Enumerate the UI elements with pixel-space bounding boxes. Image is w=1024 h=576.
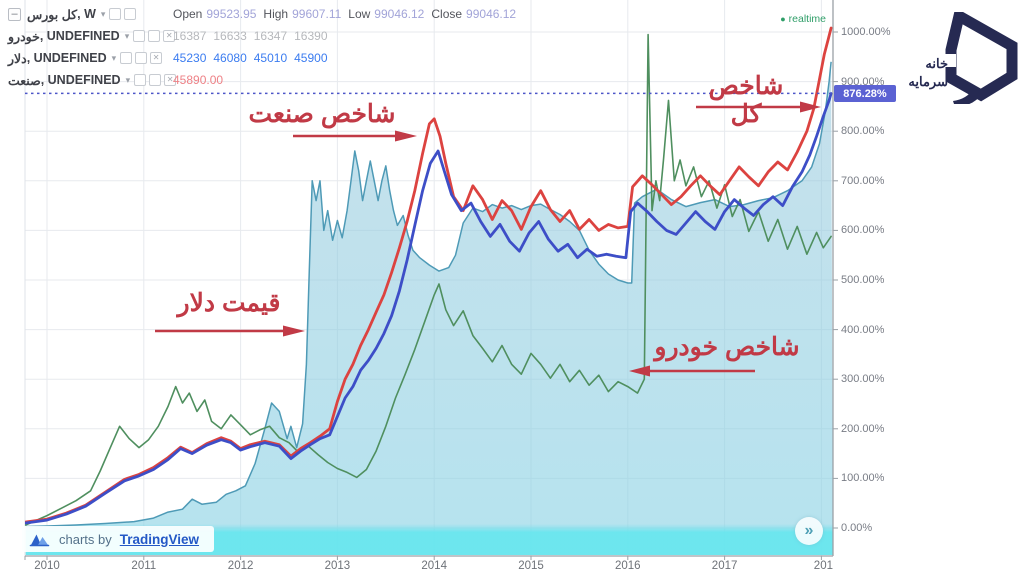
ohlc-label: Open [173, 7, 203, 21]
annotation-sanat-index: شاخص صنعت [248, 100, 396, 128]
realtime-dot-icon: ● [780, 14, 786, 24]
khane-sarmaye-logo-text: خانه سرمایه [878, 55, 948, 90]
series-option-icon-1[interactable] [134, 74, 147, 86]
series-values: 16387 16633 16347 16390 [173, 29, 328, 43]
series-value: 99607.11 [292, 7, 342, 21]
annotation-arrows [155, 101, 821, 377]
tradingview-attribution: charts by TradingView [22, 526, 214, 552]
y-axis-label: 400.00% [841, 323, 885, 336]
chevrons-right-icon: » [804, 522, 814, 539]
series-option-icon-2[interactable] [148, 30, 161, 42]
y-axis-label: 200.00% [841, 422, 885, 435]
series-value: 45890.00 [173, 73, 224, 87]
khodro-line [25, 33, 832, 526]
series-value: 45900 [294, 51, 328, 65]
series-value: 45010 [253, 51, 288, 65]
y-axis-label: 500.00% [841, 274, 885, 286]
x-axis-label: 2012 [227, 560, 254, 572]
annotation-khodro-index: شاخص خودرو [654, 333, 800, 361]
chevron-down-icon[interactable]: ▾ [124, 30, 130, 41]
annotation-dollar-price: قیمت دلار [177, 289, 281, 317]
remove-series-icon[interactable]: ✕ [164, 74, 177, 86]
y-axis-label: 800.00% [841, 125, 885, 138]
x-axis-label: 2011 [131, 560, 157, 572]
series-name-kol-bourse[interactable]: کل بورس [27, 7, 78, 22]
series-value: 46080 [213, 51, 247, 65]
legend-row-dollar: دلار, UNDEFINED ▾ ✕ 45230 46080 45010 45900 [8, 50, 328, 66]
x-axis-label: 2010 [34, 560, 60, 572]
series-suffix: , UNDEFINED [40, 73, 121, 87]
y-axis-label: 900.00% [841, 75, 885, 88]
x-axis-label: 2014 [421, 560, 447, 572]
series-suffix: , W [77, 7, 96, 21]
chevron-down-icon[interactable]: ▾ [125, 74, 131, 85]
series-option-icon-1[interactable] [133, 30, 146, 42]
chevron-down-icon[interactable]: ▾ [111, 52, 117, 63]
series-value: 99523.95 [206, 7, 257, 21]
x-axis-label: 2017 [711, 560, 738, 572]
series-option-icon-1[interactable] [120, 52, 133, 64]
legend-row-khodro: خودرو, UNDEFINED ▾ ✕ 16387 16633 16347 16390 [8, 28, 328, 44]
data-series [25, 26, 833, 556]
series-name-khodro[interactable]: خودرو [8, 29, 40, 44]
legend-row-kol-bourse: – کل بورس, W ▾ Open 99523.95 High 99607.11 Low 9… [8, 6, 516, 22]
khane-sarmaye-logo-icon [943, 12, 1018, 104]
scroll-right-button[interactable]: » [795, 517, 823, 545]
y-axis-label: 0.00% [841, 522, 873, 534]
series-values: Open 99523.95 High 99607.11 Low 99046.12 Close… [173, 7, 516, 21]
series-option-icon-2[interactable] [124, 8, 137, 20]
logo-line1: خانه [925, 56, 948, 71]
series-value: 99046.12 [466, 7, 517, 21]
y-axis-label: 1000.00% [841, 26, 891, 38]
y-axis-label: 300.00% [841, 373, 885, 386]
ohlc-label: Close [431, 7, 463, 21]
series-value: 99046.12 [374, 7, 425, 21]
y-axis-label: 100.00% [841, 472, 885, 485]
logo-line2: سرمایه [908, 73, 948, 89]
remove-series-icon[interactable]: ✕ [163, 30, 176, 42]
ohlc-label: High [263, 7, 289, 21]
x-axis-label: 201 [813, 560, 833, 572]
realtime-label: realtime [788, 13, 826, 25]
series-value: 16633 [213, 29, 247, 43]
series-option-icon-2[interactable] [149, 74, 162, 86]
series-values: 45890.00 [173, 73, 223, 87]
series-suffix: , UNDEFINED [26, 51, 107, 65]
series-name-sanat[interactable]: صنعت [8, 73, 41, 88]
series-value: 16387 [173, 29, 207, 43]
chevron-down-icon[interactable]: ▾ [100, 8, 106, 19]
x-axis-label: 2015 [518, 560, 544, 572]
series-values: 45230 46080 45010 45900 [173, 51, 328, 65]
series-option-icon-1[interactable] [109, 8, 122, 20]
series-option-icon-2[interactable] [135, 52, 148, 64]
x-axis-label: 2016 [615, 560, 641, 572]
series-value: 45230 [173, 51, 207, 65]
series-name-dollar[interactable]: دلار [8, 51, 27, 66]
series-suffix: , UNDEFINED [39, 29, 120, 43]
remove-series-icon[interactable]: ✕ [150, 52, 163, 64]
tradingview-logo-icon [29, 534, 50, 547]
annotation-kol-index: شاخص کل [708, 72, 784, 128]
realtime-badge: ● realtime [746, 13, 826, 25]
y-axis-label: 700.00% [841, 174, 885, 187]
y-axis-label: 600.00% [841, 224, 885, 237]
price-label: 876.28% [834, 85, 896, 102]
kol-line [25, 92, 833, 525]
attribution-text: charts by [59, 531, 112, 547]
series-value: 16347 [253, 29, 288, 43]
series-value: 16390 [294, 29, 328, 43]
legend-row-sanat: صنعت, UNDEFINED ▾ ✕ 45890.00 [8, 72, 223, 88]
tradingview-link[interactable]: TradingView [119, 531, 200, 547]
x-axis-label: 2013 [324, 560, 351, 572]
collapse-icon[interactable]: – [8, 7, 21, 21]
axes [24, 0, 838, 560]
ohlc-label: Low [348, 7, 371, 21]
